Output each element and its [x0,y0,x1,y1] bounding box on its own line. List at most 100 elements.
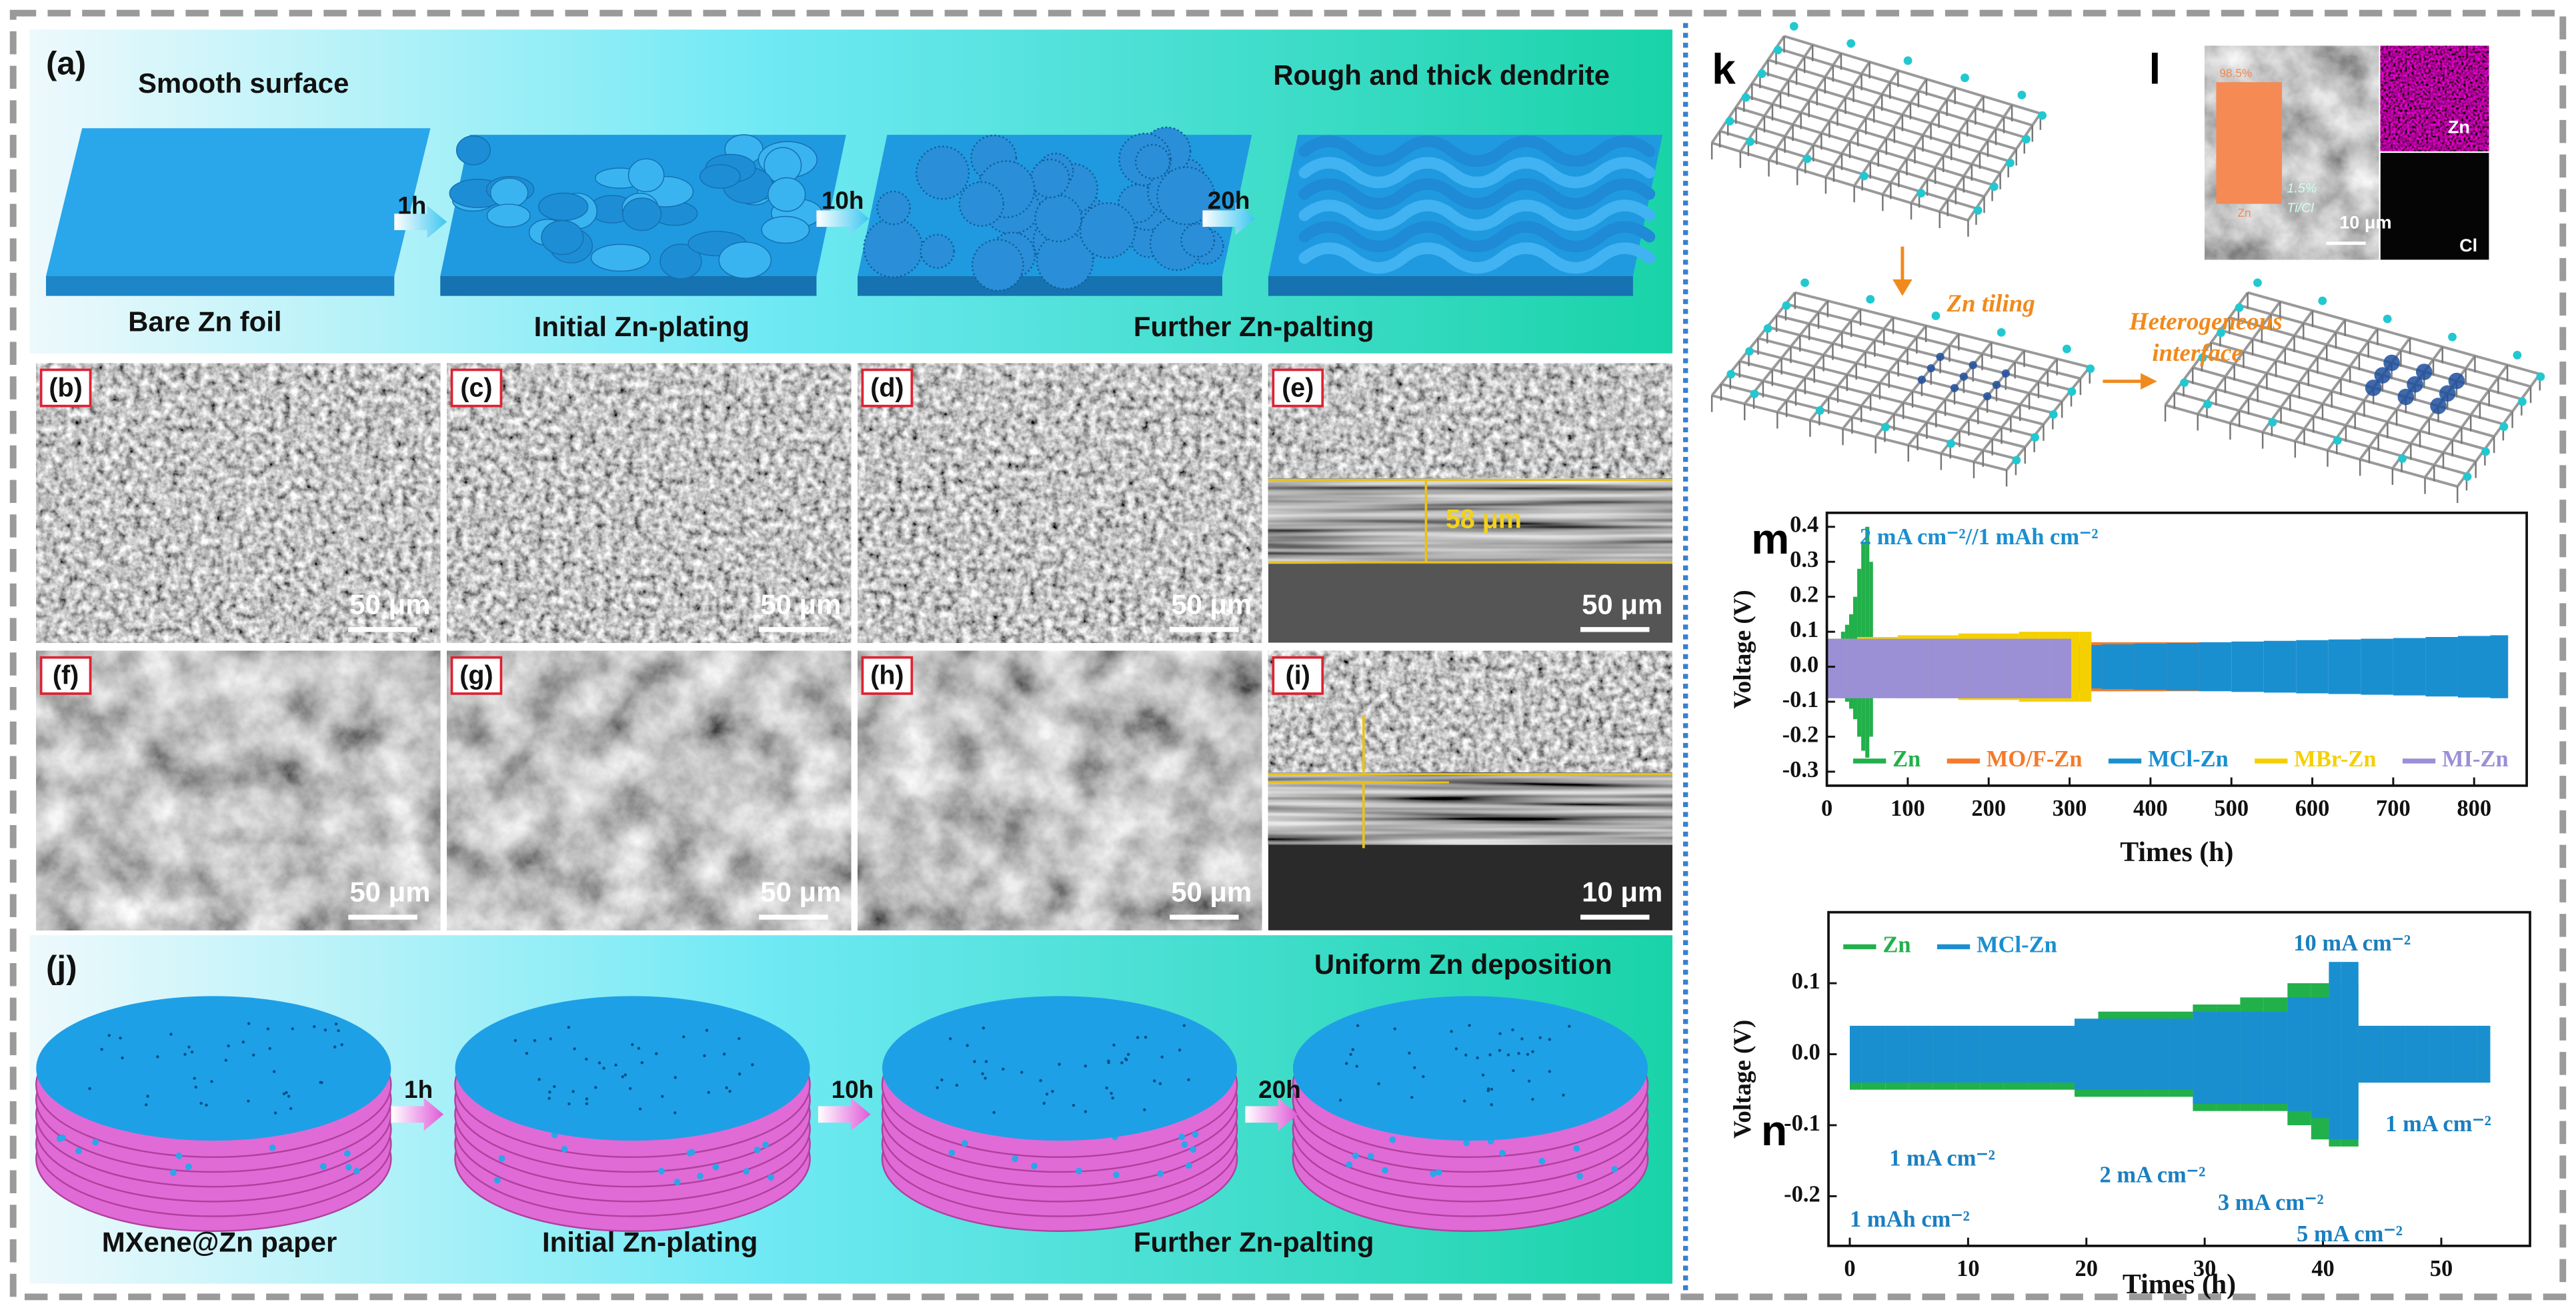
zn-sphere [971,239,1024,291]
zn-grain [199,1101,203,1105]
y-axis-label: Voltage (V) [1728,590,1756,708]
zn-grain [1112,1043,1116,1047]
atom [2067,387,2077,396]
zn-grain [169,1033,173,1036]
atom [1881,422,1890,432]
zn-dot [1012,1155,1019,1163]
annotation: 2 mA cm⁻²//1 mAh cm⁻² [1860,524,2099,550]
voltage-range [1846,638,1888,698]
caption: Further Zn-palting [1134,311,1374,342]
zn-grain [1110,1091,1113,1095]
zn-grain [637,1047,641,1050]
zn-grain [1105,1086,1108,1090]
y-tick-label: 0.1 [1792,968,1820,994]
zn-dot [319,1163,327,1170]
zn-flake [761,215,810,244]
zn-grain [567,1102,571,1106]
sem-image [1268,363,1672,479]
zn-grain [1531,1097,1534,1101]
lattice-line [2238,303,2531,388]
voltage-range [1968,638,2009,698]
atom [2513,351,2522,360]
caption: Smooth surface [138,67,349,99]
annotation: 1 mAh cm⁻² [1850,1207,1970,1232]
zn-grain [738,1073,742,1076]
voltage-range [1908,1025,1933,1083]
zn-grain [291,1027,295,1031]
panel-label: (d) [870,373,904,402]
panel-label: (b) [49,373,82,402]
voltage-range [2240,1011,2264,1105]
atom [2038,111,2047,120]
panel-label-box [450,368,503,408]
zn-flake [590,243,651,272]
zn-flake [538,192,589,221]
atom [1973,206,1983,215]
lattice-line [2201,354,2495,438]
zn-grain [273,1111,277,1115]
step-label: 1h [404,1076,433,1103]
zn-dot [269,1144,276,1151]
scale-label: 50 μm [1171,876,1252,908]
lattice-line [1776,314,2072,392]
atom [2017,91,2027,99]
x-tick-label: 0 [1821,796,1832,821]
atom [1947,439,1956,448]
zn-grain [948,1037,952,1041]
scale-label: 50 μm [1171,588,1252,620]
zn-grain [1338,1099,1342,1102]
sem-image [858,650,1262,930]
voltage-range [2169,1019,2193,1090]
zn-grain [1498,1049,1502,1053]
panel-label-box [1272,368,1324,408]
zn-grain [703,1054,706,1057]
illustrations [35,22,2545,1232]
zn-plate-side [858,275,1222,296]
zn-grain [571,1090,575,1093]
legend-label: Zn [1892,746,1920,772]
atom [1757,69,1766,78]
sem-cross-section [1268,772,1672,845]
zn-atom [1950,384,1959,392]
atom [1815,406,1824,415]
lattice-line [1739,360,2035,438]
zn-grain [597,1061,601,1065]
atom [1802,154,1812,163]
arrow-head [2141,373,2157,390]
scale-label: 10 μm [2339,211,2391,232]
legend-label: MCl-Zn [2148,746,2229,772]
lattice-line [1910,95,1985,204]
y-tick-label: -0.2 [1782,722,1819,747]
zn-dot [1498,1149,1506,1157]
voltage-range [2199,642,2232,692]
lattice-line [2211,341,2504,426]
scale-label: 50 μm [760,588,841,620]
atom [2031,433,2039,442]
zn-dendrite [1298,221,1656,253]
x-tick-label: 30 [2193,1256,2216,1281]
voltage-range [2051,1025,2075,1083]
zn-dot [1181,1141,1188,1148]
voltage-range [2405,1025,2430,1083]
panel-label: (i) [1286,661,1310,690]
panel-label: (f) [53,661,79,690]
atom [2235,303,2244,312]
zn-grain [1144,1035,1148,1039]
zn-dot [1367,1153,1374,1160]
voltage-range [1956,1025,1981,1083]
zn-grain [1520,1037,1524,1041]
legend-label: MI-Zn [2442,746,2509,772]
arrow [1245,1098,1298,1131]
zn-dot [1031,1163,1038,1169]
zn-grain [973,1060,976,1063]
atom [2448,332,2457,342]
atom [1789,22,1798,31]
atom [2006,158,2015,167]
zn-grain [121,1056,124,1060]
y-tick-label: 0.0 [1790,652,1818,678]
zn-sphere [1034,194,1082,243]
zn-grain [940,1078,944,1082]
lattice-line [1759,70,2017,151]
atom [2517,397,2527,406]
lattice-line [1767,52,1842,161]
